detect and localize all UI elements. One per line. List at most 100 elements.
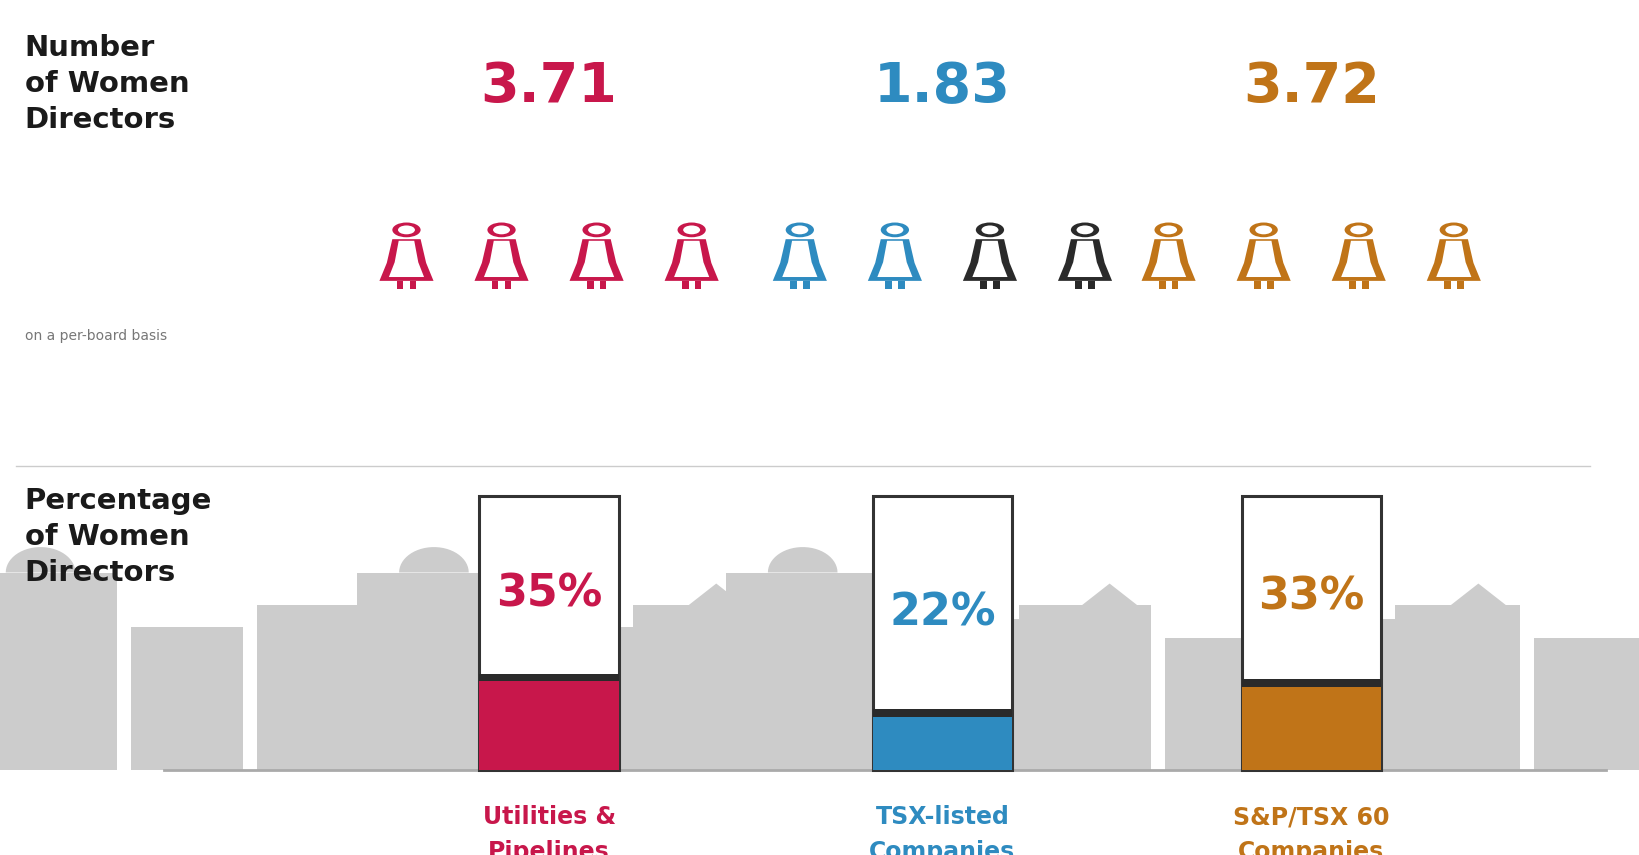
Circle shape <box>792 226 808 234</box>
FancyBboxPatch shape <box>131 628 243 770</box>
Polygon shape <box>1075 280 1082 289</box>
Polygon shape <box>674 241 710 277</box>
Polygon shape <box>1159 280 1165 289</box>
Polygon shape <box>492 280 498 289</box>
FancyBboxPatch shape <box>357 573 510 770</box>
Text: 3.72: 3.72 <box>1242 60 1380 114</box>
Polygon shape <box>1333 239 1385 280</box>
Circle shape <box>683 226 700 234</box>
Polygon shape <box>869 239 921 280</box>
Polygon shape <box>767 547 838 573</box>
Text: 33%: 33% <box>1259 575 1364 618</box>
Text: Utilities &
Pipelines: Utilities & Pipelines <box>482 805 616 855</box>
Polygon shape <box>587 280 593 289</box>
FancyBboxPatch shape <box>649 605 775 770</box>
Polygon shape <box>682 280 688 289</box>
Circle shape <box>398 226 415 234</box>
Polygon shape <box>972 241 1008 277</box>
Circle shape <box>785 222 815 238</box>
Polygon shape <box>964 239 1016 280</box>
FancyBboxPatch shape <box>1242 679 1380 687</box>
Polygon shape <box>410 280 416 289</box>
FancyBboxPatch shape <box>726 573 879 770</box>
Polygon shape <box>980 280 987 289</box>
Polygon shape <box>885 280 892 289</box>
FancyBboxPatch shape <box>898 619 1036 770</box>
Circle shape <box>392 222 421 238</box>
FancyBboxPatch shape <box>1242 496 1380 770</box>
FancyBboxPatch shape <box>893 628 1005 770</box>
Text: Number
of Women
Directors: Number of Women Directors <box>25 34 188 133</box>
Polygon shape <box>803 280 810 289</box>
Circle shape <box>1070 222 1100 238</box>
Polygon shape <box>1341 241 1377 277</box>
FancyBboxPatch shape <box>772 638 883 770</box>
Text: 22%: 22% <box>890 592 995 634</box>
Polygon shape <box>388 241 425 277</box>
Polygon shape <box>379 239 433 280</box>
FancyBboxPatch shape <box>0 573 118 770</box>
Polygon shape <box>1457 280 1464 289</box>
FancyBboxPatch shape <box>256 605 382 770</box>
Polygon shape <box>397 280 403 289</box>
Polygon shape <box>898 280 905 289</box>
Circle shape <box>487 222 516 238</box>
Polygon shape <box>484 241 520 277</box>
Circle shape <box>1255 226 1272 234</box>
Circle shape <box>1344 222 1373 238</box>
Circle shape <box>1439 222 1469 238</box>
FancyBboxPatch shape <box>872 710 1011 770</box>
Polygon shape <box>993 280 1000 289</box>
Polygon shape <box>1151 241 1187 277</box>
Circle shape <box>1154 222 1183 238</box>
FancyBboxPatch shape <box>480 496 620 770</box>
Polygon shape <box>1451 583 1506 605</box>
Polygon shape <box>1254 280 1260 289</box>
FancyBboxPatch shape <box>872 496 1011 770</box>
Polygon shape <box>1436 241 1472 277</box>
Circle shape <box>582 222 611 238</box>
Polygon shape <box>790 280 797 289</box>
Polygon shape <box>782 241 818 277</box>
Circle shape <box>1351 226 1367 234</box>
Polygon shape <box>665 239 720 280</box>
Text: Percentage
of Women
Directors: Percentage of Women Directors <box>25 487 211 587</box>
Circle shape <box>887 226 903 234</box>
Polygon shape <box>1349 280 1355 289</box>
Text: 35%: 35% <box>497 572 602 616</box>
Circle shape <box>1077 226 1093 234</box>
Circle shape <box>493 226 510 234</box>
Polygon shape <box>1142 239 1195 280</box>
Text: on a per-board basis: on a per-board basis <box>25 329 167 343</box>
Circle shape <box>677 222 706 238</box>
FancyBboxPatch shape <box>633 605 757 770</box>
Polygon shape <box>570 239 623 280</box>
Polygon shape <box>1428 239 1482 280</box>
Circle shape <box>1446 226 1462 234</box>
Circle shape <box>1249 222 1278 238</box>
Polygon shape <box>505 280 511 289</box>
FancyBboxPatch shape <box>1395 605 1521 770</box>
Polygon shape <box>877 241 913 277</box>
Polygon shape <box>688 583 744 605</box>
FancyBboxPatch shape <box>524 628 636 770</box>
FancyBboxPatch shape <box>1290 619 1429 770</box>
Polygon shape <box>772 239 826 280</box>
Polygon shape <box>398 547 469 573</box>
Text: TSX-listed
Companies: TSX-listed Companies <box>869 805 1016 855</box>
FancyBboxPatch shape <box>1534 638 1639 770</box>
Polygon shape <box>1246 241 1282 277</box>
Polygon shape <box>475 239 528 280</box>
Polygon shape <box>1237 239 1292 280</box>
FancyBboxPatch shape <box>1242 679 1380 770</box>
Polygon shape <box>1082 583 1137 605</box>
Text: S&P/TSX 60
Companies: S&P/TSX 60 Companies <box>1233 805 1390 855</box>
Polygon shape <box>1267 280 1274 289</box>
Polygon shape <box>1059 239 1111 280</box>
Text: 1.83: 1.83 <box>874 60 1011 114</box>
Circle shape <box>982 226 998 234</box>
Polygon shape <box>1067 241 1103 277</box>
Circle shape <box>1160 226 1177 234</box>
Circle shape <box>880 222 910 238</box>
FancyBboxPatch shape <box>480 674 620 770</box>
